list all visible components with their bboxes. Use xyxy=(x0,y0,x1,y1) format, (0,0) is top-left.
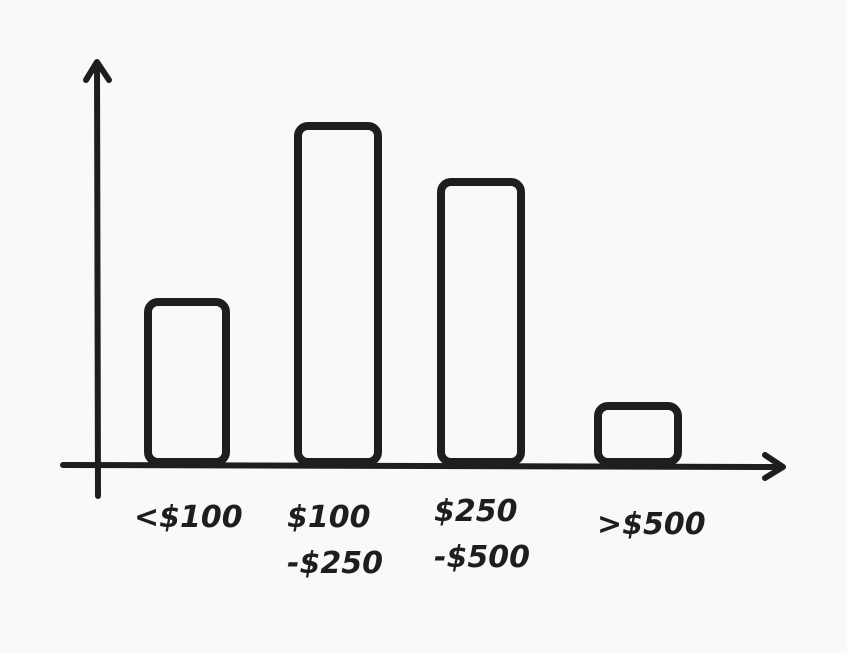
x-axis-arrowhead xyxy=(762,452,786,481)
x-tick-labels: <$100 $100 -$250 $250 -$500 >$500 xyxy=(134,494,706,581)
y-axis-arrowhead xyxy=(83,59,112,83)
x-tick-label-line: -$250 xyxy=(287,546,383,581)
bar-2 xyxy=(294,122,382,466)
x-tick-label-line: <$100 xyxy=(134,500,243,535)
x-tick-label-line: $100 xyxy=(287,500,371,535)
x-tick-label-1: <$100 xyxy=(134,500,243,535)
bar-4 xyxy=(594,402,682,466)
x-tick-label-line: >$500 xyxy=(597,507,706,542)
bars xyxy=(144,122,682,466)
y-axis xyxy=(94,61,101,499)
x-tick-label-line: $250 xyxy=(434,494,518,529)
x-tick-label-3: $250 -$500 xyxy=(434,494,530,575)
bar-1 xyxy=(144,298,230,466)
x-tick-label-2: $100 -$250 xyxy=(287,500,383,581)
x-tick-label-4: >$500 xyxy=(597,507,706,542)
x-tick-label-line: -$500 xyxy=(434,540,530,575)
bar-3 xyxy=(437,178,525,466)
